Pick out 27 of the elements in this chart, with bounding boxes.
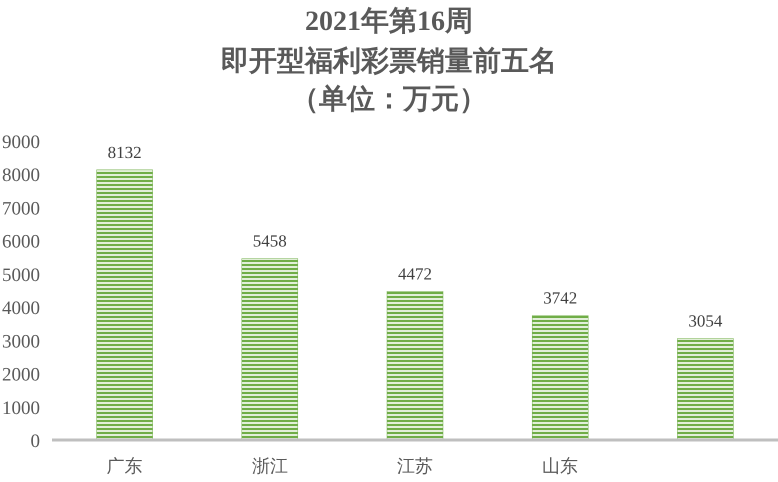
y-tick-label: 8000 (2, 165, 40, 186)
y-tick-label: 6000 (2, 232, 40, 253)
y-tick-label: 5000 (2, 264, 40, 286)
bar (386, 291, 444, 440)
data-label: 5458 (252, 232, 287, 251)
bar (242, 258, 298, 440)
data-label: 8132 (108, 142, 142, 162)
data-label: 3054 (688, 312, 723, 331)
bar (532, 315, 588, 440)
data-label: 4472 (398, 264, 432, 284)
y-tick-label: 9000 (2, 132, 40, 153)
y-tick-label: 0 (30, 431, 40, 452)
y-tick-label: 2000 (2, 364, 40, 386)
x-tick-label: 山东 (542, 456, 578, 476)
chart-subtitle: 即开型福利彩票销量前五名 (221, 46, 557, 77)
x-tick-label: 江苏 (397, 456, 433, 476)
y-tick-label: 4000 (2, 298, 40, 320)
y-tick-label: 3000 (2, 331, 40, 352)
x-tick-label: 广东 (106, 456, 143, 476)
y-tick-label: 7000 (2, 198, 40, 220)
chart-title: 2021年第16周 (305, 6, 473, 37)
data-label: 3742 (543, 288, 578, 308)
y-tick-label: 1000 (2, 398, 40, 419)
x-tick-label: 浙江 (252, 456, 288, 476)
bar (96, 170, 153, 440)
text: （单位：万元） (291, 84, 487, 115)
bar (677, 338, 734, 440)
